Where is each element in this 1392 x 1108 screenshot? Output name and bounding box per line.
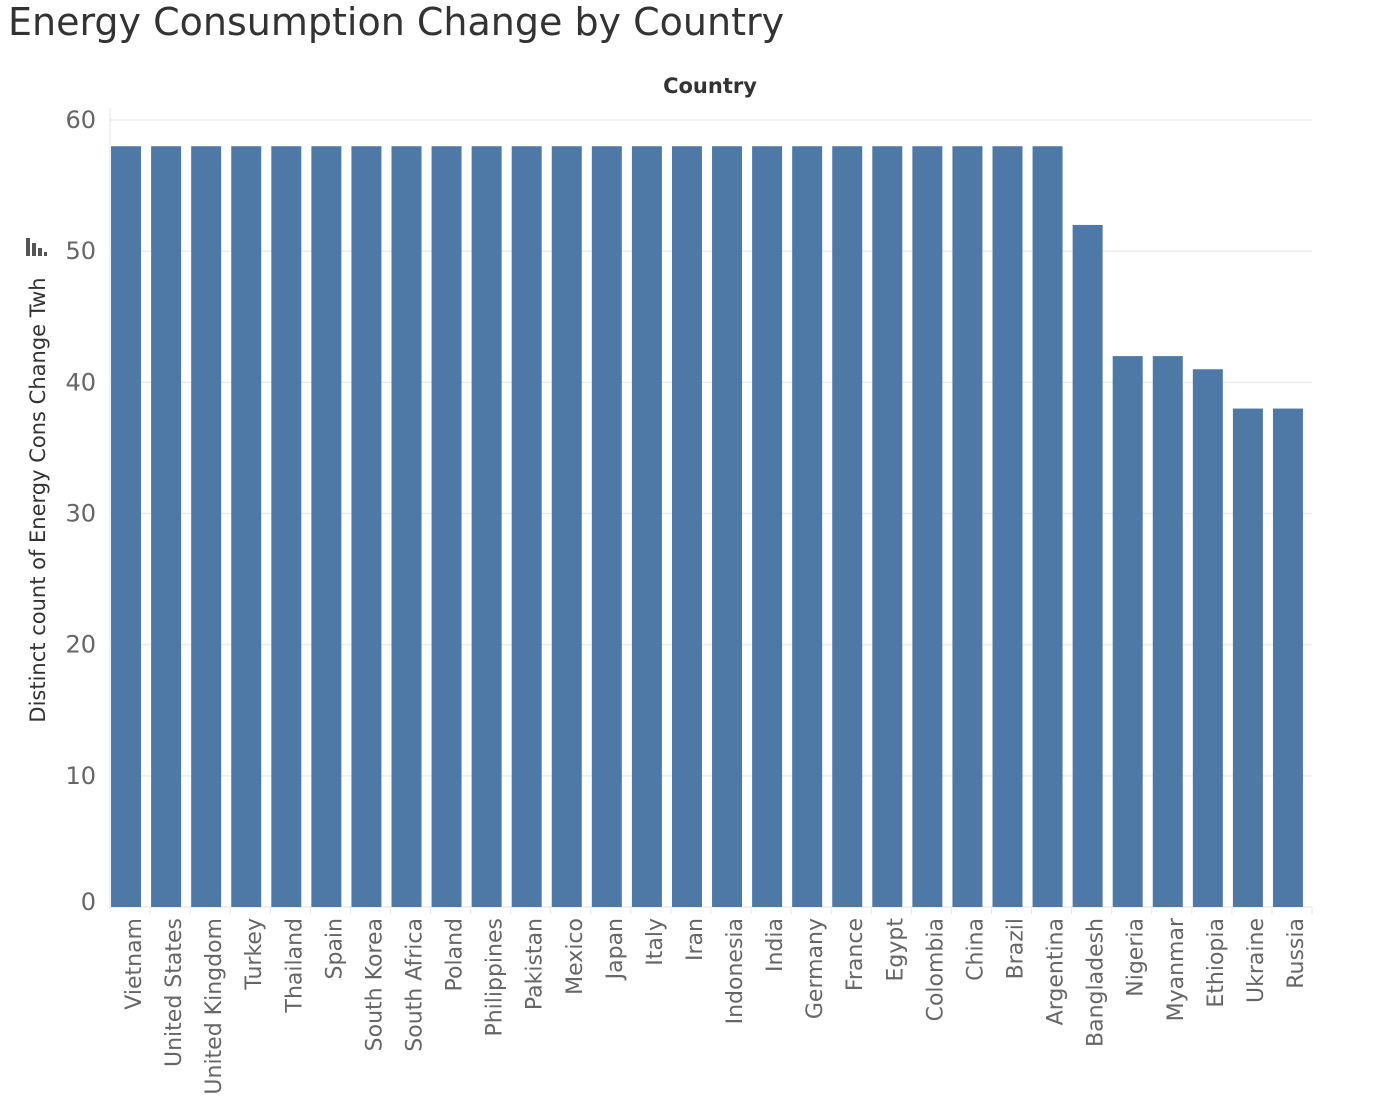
x-tick-label[interactable]: Poland <box>443 918 468 991</box>
sort-descending-icon[interactable] <box>26 238 48 258</box>
x-tick-label[interactable]: Ukraine <box>1244 918 1269 1003</box>
bar <box>551 146 582 907</box>
x-tick-label[interactable]: India <box>763 918 788 972</box>
x-tick-label[interactable]: China <box>963 918 988 981</box>
y-tick-label: 10 <box>65 762 96 790</box>
bar <box>1232 408 1263 907</box>
y-tick-label: 60 <box>65 106 96 134</box>
bar <box>1272 408 1303 907</box>
bar <box>1112 356 1143 908</box>
bar <box>1192 369 1223 907</box>
x-tick-label[interactable]: Turkey <box>242 918 267 991</box>
x-tick-label[interactable]: Mexico <box>563 918 588 995</box>
x-tick-label[interactable]: Myanmar <box>1164 917 1189 1021</box>
bar <box>992 146 1023 907</box>
bar <box>591 146 622 907</box>
x-tick-label[interactable]: Colombia <box>923 918 948 1021</box>
x-tick-label[interactable]: South Africa <box>403 918 428 1052</box>
x-tick-label[interactable]: Iran <box>683 918 708 961</box>
bar <box>912 146 943 907</box>
bar <box>1072 224 1103 907</box>
bar <box>391 146 422 907</box>
x-tick-label[interactable]: Japan <box>603 918 628 981</box>
x-tick-label[interactable]: Germany <box>803 918 828 1019</box>
x-tick-label[interactable]: United States <box>162 918 187 1067</box>
bar <box>712 146 743 907</box>
x-tick-label[interactable]: Egypt <box>883 918 908 982</box>
bar <box>832 146 863 907</box>
x-tick-label[interactable]: Brazil <box>1004 918 1029 979</box>
bar <box>151 146 182 907</box>
bar <box>271 146 302 907</box>
bar <box>471 146 502 907</box>
y-tick-label: 0 <box>81 888 96 916</box>
bar <box>311 146 342 907</box>
bar <box>431 146 462 907</box>
y-tick-label: 40 <box>65 368 96 396</box>
x-tick-label[interactable]: Russia <box>1284 918 1309 989</box>
x-tick-label[interactable]: South Korea <box>362 918 387 1051</box>
bar <box>1032 146 1063 907</box>
bar <box>111 146 142 907</box>
x-tick-label[interactable]: Italy <box>643 918 668 966</box>
x-tick-label[interactable]: Bangladesh <box>1084 918 1109 1047</box>
y-tick-label: 20 <box>65 631 96 659</box>
x-tick-label[interactable]: Spain <box>322 918 347 979</box>
bar <box>631 146 662 907</box>
x-tick-label[interactable]: United Kingdom <box>202 918 227 1095</box>
bar <box>952 146 983 907</box>
bar <box>872 146 903 907</box>
chart-title: Energy Consumption Change by Country <box>8 0 785 44</box>
x-tick-label[interactable]: Thailand <box>282 918 307 1013</box>
x-tick-label[interactable]: Vietnam <box>122 918 147 1010</box>
x-tick-label[interactable]: Pakistan <box>523 918 548 1010</box>
column-header[interactable]: Country <box>663 74 757 98</box>
x-tick-label[interactable]: Argentina <box>1044 918 1069 1025</box>
x-tick-label[interactable]: Indonesia <box>723 918 748 1024</box>
bar <box>351 146 382 907</box>
bar <box>191 146 222 907</box>
x-tick-label[interactable]: France <box>843 918 868 991</box>
x-tick-label[interactable]: Ethiopia <box>1204 918 1229 1008</box>
y-tick-label: 30 <box>65 500 96 528</box>
bar <box>671 146 702 907</box>
bar <box>1152 356 1183 908</box>
bar <box>752 146 783 907</box>
x-tick-label[interactable]: Nigeria <box>1124 918 1149 997</box>
bar <box>792 146 823 907</box>
y-tick-label: 50 <box>65 237 96 265</box>
x-tick-label[interactable]: Philippines <box>483 918 508 1037</box>
bar <box>511 146 542 907</box>
bar <box>231 146 262 907</box>
